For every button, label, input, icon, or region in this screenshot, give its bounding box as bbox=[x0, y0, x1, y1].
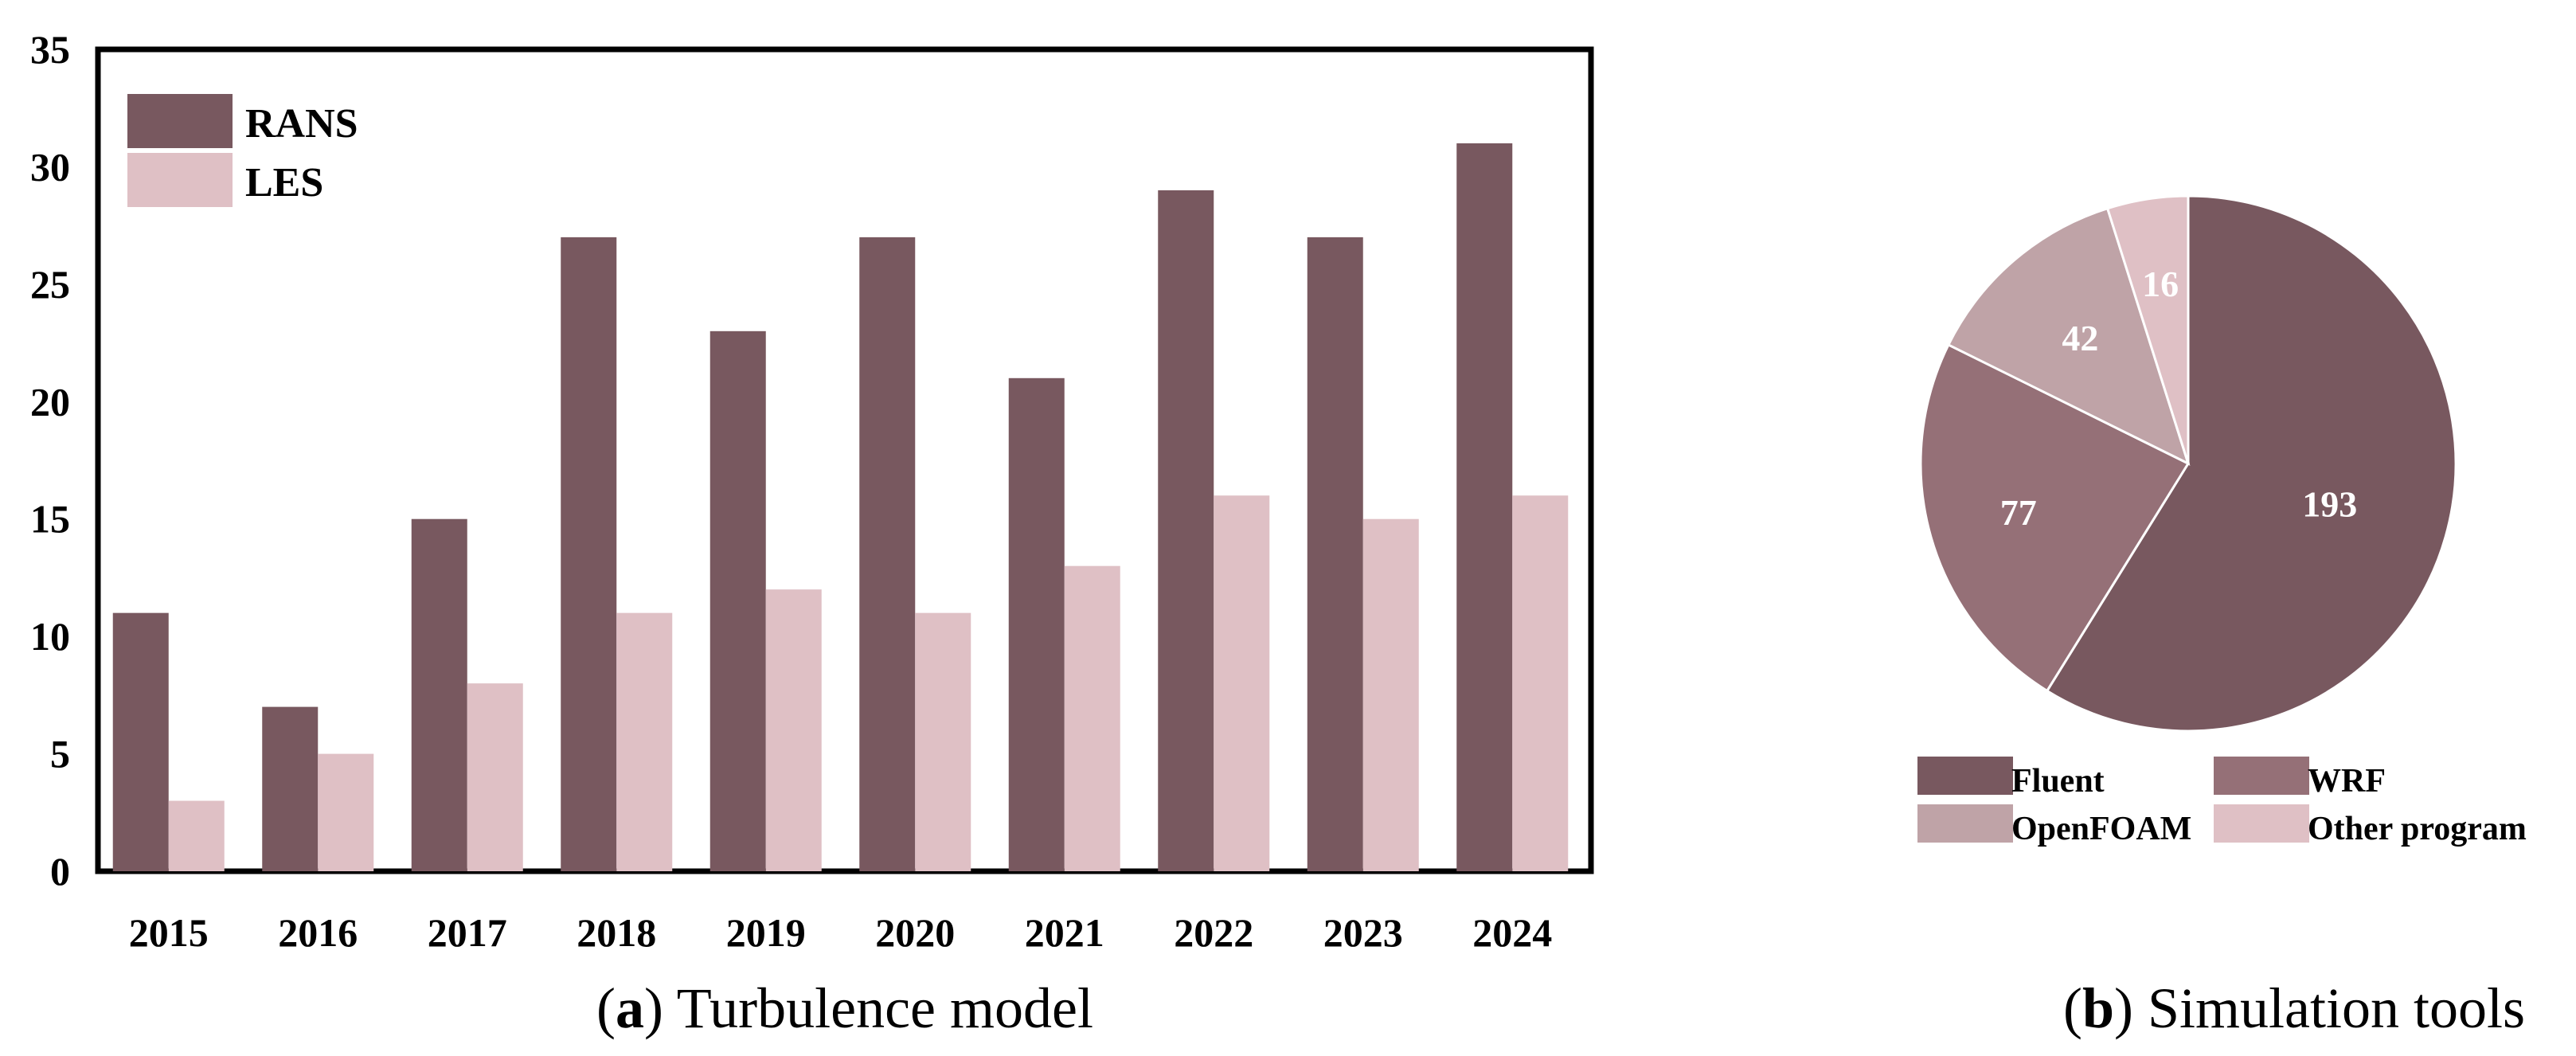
plot-frame bbox=[95, 46, 1594, 874]
x-tick-label-2016: 2016 bbox=[278, 910, 358, 955]
bar-legend: RANS LES bbox=[127, 94, 358, 207]
bars bbox=[112, 143, 1569, 871]
bar-rans-2016 bbox=[262, 706, 319, 871]
bar-les-2022 bbox=[1214, 495, 1270, 871]
x-axis-ticks: 2015 2016 2017 2018 2019 2020 2021 2022 2023 2024 bbox=[129, 910, 1553, 955]
bar-les-2016 bbox=[318, 753, 374, 871]
x-tick-label-2022: 2022 bbox=[1174, 910, 1253, 955]
x-tick-label-2017: 2017 bbox=[428, 910, 507, 955]
legend-label-other-program: Other program bbox=[2308, 811, 2527, 847]
caption-a-letter: a bbox=[616, 976, 644, 1040]
y-tick-label-30: 30 bbox=[30, 144, 70, 189]
bar-les-2020 bbox=[915, 612, 971, 871]
bar-les-2024 bbox=[1512, 495, 1569, 871]
y-tick-label-25: 25 bbox=[30, 262, 70, 307]
legend-label-rans: RANS bbox=[245, 101, 358, 147]
legend-swatch-fluent bbox=[1917, 757, 2013, 795]
pie-slice-labels: 193 77 42 16 bbox=[2000, 264, 2357, 533]
bar-rans-2022 bbox=[1158, 190, 1214, 871]
caption-a-text: Turbulence model bbox=[677, 976, 1093, 1040]
bar-rans-2023 bbox=[1307, 237, 1363, 871]
x-tick-label-2019: 2019 bbox=[726, 910, 806, 955]
legend-label-fluent: Fluent bbox=[2011, 763, 2105, 800]
legend-swatch-other-program bbox=[2214, 804, 2309, 843]
y-tick-label-5: 5 bbox=[50, 732, 70, 776]
x-tick-label-2021: 2021 bbox=[1025, 910, 1104, 955]
legend-swatch-wrf bbox=[2214, 757, 2309, 795]
x-tick-label-2018: 2018 bbox=[577, 910, 656, 955]
bar-rans-2019 bbox=[709, 330, 766, 871]
bar-rans-2024 bbox=[1456, 143, 1513, 871]
pie-value-label-wrf: 77 bbox=[2000, 492, 2037, 533]
pie-slice-other-program bbox=[2105, 194, 2190, 464]
pie-slice-openfoam bbox=[1946, 206, 2191, 466]
x-tick-label-2015: 2015 bbox=[129, 910, 209, 955]
legend-swatch-openfoam bbox=[1917, 804, 2013, 843]
pie-slices bbox=[1919, 194, 2457, 733]
pie-value-label-other-program: 16 bbox=[2142, 264, 2179, 304]
legend-swatch-les bbox=[127, 153, 233, 207]
y-tick-label-35: 35 bbox=[30, 27, 70, 72]
bar-les-2019 bbox=[765, 589, 822, 871]
legend-label-wrf: WRF bbox=[2308, 763, 2386, 800]
bar-rans-2018 bbox=[561, 237, 617, 871]
legend-label-openfoam: OpenFOAM bbox=[2011, 811, 2191, 847]
legend-label-les: LES bbox=[245, 160, 323, 205]
bar-les-2017 bbox=[467, 683, 523, 871]
pie-chart-simulation-tools: 193 77 42 16 Fluent WRF OpenFOAM Other prog… bbox=[1917, 194, 2527, 1040]
bar-rans-2020 bbox=[859, 237, 916, 871]
y-tick-label-0: 0 bbox=[50, 849, 70, 894]
bar-les-2021 bbox=[1064, 565, 1120, 871]
x-tick-label-2024: 2024 bbox=[1472, 910, 1552, 955]
x-tick-label-2023: 2023 bbox=[1323, 910, 1403, 955]
pie-legend: Fluent WRF OpenFOAM Other program bbox=[1917, 757, 2527, 847]
bar-rans-2021 bbox=[1008, 377, 1065, 871]
caption-b-text: Simulation tools bbox=[2148, 976, 2525, 1040]
pie-value-label-openfoam: 42 bbox=[2062, 318, 2098, 358]
caption-b: (b) Simulation tools bbox=[2063, 976, 2525, 1040]
y-axis-ticks: 0 5 10 15 20 25 30 35 bbox=[30, 27, 70, 894]
bar-les-2018 bbox=[616, 612, 673, 871]
x-tick-label-2020: 2020 bbox=[875, 910, 955, 955]
caption-b-letter: b bbox=[2082, 976, 2114, 1040]
y-tick-label-20: 20 bbox=[30, 379, 70, 424]
bar-les-2015 bbox=[168, 800, 225, 871]
y-tick-label-10: 10 bbox=[30, 614, 70, 659]
legend-swatch-rans bbox=[127, 94, 233, 148]
bar-rans-2017 bbox=[411, 518, 467, 871]
bar-rans-2015 bbox=[112, 612, 169, 871]
caption-a: (a) Turbulence model bbox=[596, 976, 1093, 1040]
pie-slice-fluent bbox=[2045, 194, 2457, 733]
pie-value-label-fluent: 193 bbox=[2302, 484, 2357, 525]
bar-les-2023 bbox=[1362, 518, 1419, 871]
y-tick-label-15: 15 bbox=[30, 497, 70, 542]
